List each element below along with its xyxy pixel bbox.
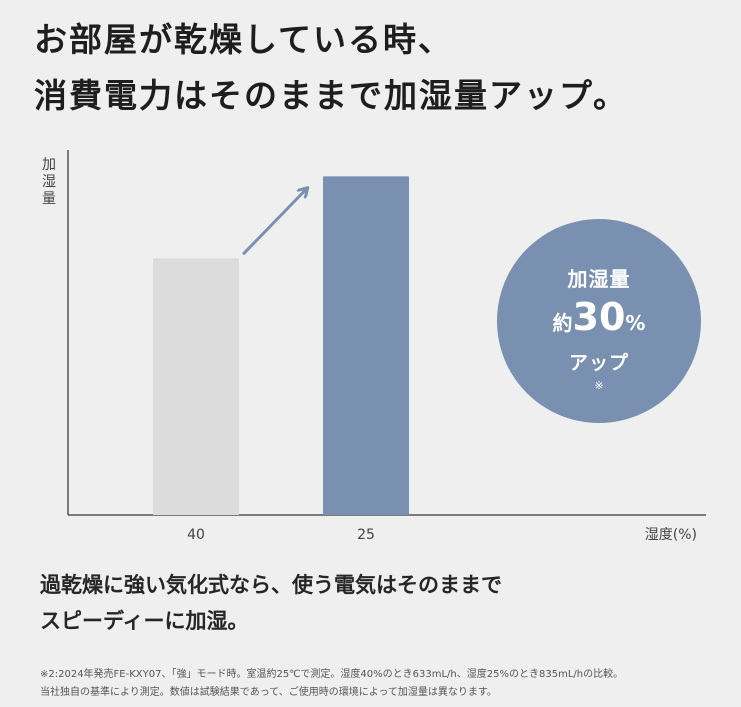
footnote: ※2:2024年発売FE-KXY07、「強」モード時。室温約25℃で測定。湿度4… bbox=[40, 666, 623, 702]
x-tick-label: 40 bbox=[187, 527, 205, 543]
headline-line-2: 消費電力はそのままで加湿量アップ。 bbox=[34, 76, 629, 115]
humidification-chart: 加湿量 40 25 湿度(%) bbox=[42, 150, 706, 543]
y-axis-label-char: 湿 bbox=[42, 174, 56, 190]
increase-arrow bbox=[242, 188, 307, 255]
description-line-2: スピーディーに加湿。 bbox=[40, 609, 249, 633]
description: 過乾燥に強い気化式なら、使う電気はそのままで スピーディーに加湿。 bbox=[40, 567, 502, 639]
badge-number: 30 bbox=[572, 295, 626, 339]
footnote-line-2: 当社独自の基準により測定。数値は試験結果であって、ご使用時の環境によって加湿量は… bbox=[40, 687, 497, 698]
y-axis-label-char: 量 bbox=[42, 191, 56, 207]
headline: お部屋が乾燥している時、 消費電力はそのままで加湿量アップ。 bbox=[34, 12, 628, 124]
y-axis-label: 加湿量 bbox=[42, 157, 56, 207]
badge-up-label: アップ bbox=[568, 352, 629, 374]
footnote-line-1: ※2:2024年発売FE-KXY07、「強」モード時。室温約25℃で測定。湿度4… bbox=[40, 669, 624, 680]
bar-humidity-40 bbox=[153, 258, 239, 515]
bar-humidity-25 bbox=[323, 176, 409, 515]
badge-value: 約30% bbox=[497, 295, 701, 339]
description-line-1: 過乾燥に強い気化式なら、使う電気はそのままで bbox=[40, 573, 502, 597]
x-tick-label: 25 bbox=[357, 527, 375, 543]
headline-line-1: お部屋が乾燥している時、 bbox=[34, 20, 454, 59]
badge-title: 加湿量 bbox=[567, 267, 631, 291]
badge-unit: % bbox=[625, 311, 646, 335]
increase-badge: 加湿量 約30% アップ ※ bbox=[497, 219, 701, 423]
badge-prefix: 約 bbox=[552, 311, 573, 335]
badge-note-mark: ※ bbox=[594, 379, 604, 392]
x-axis-label: 湿度(%) bbox=[645, 527, 697, 543]
y-axis-label-char: 加 bbox=[42, 157, 56, 173]
